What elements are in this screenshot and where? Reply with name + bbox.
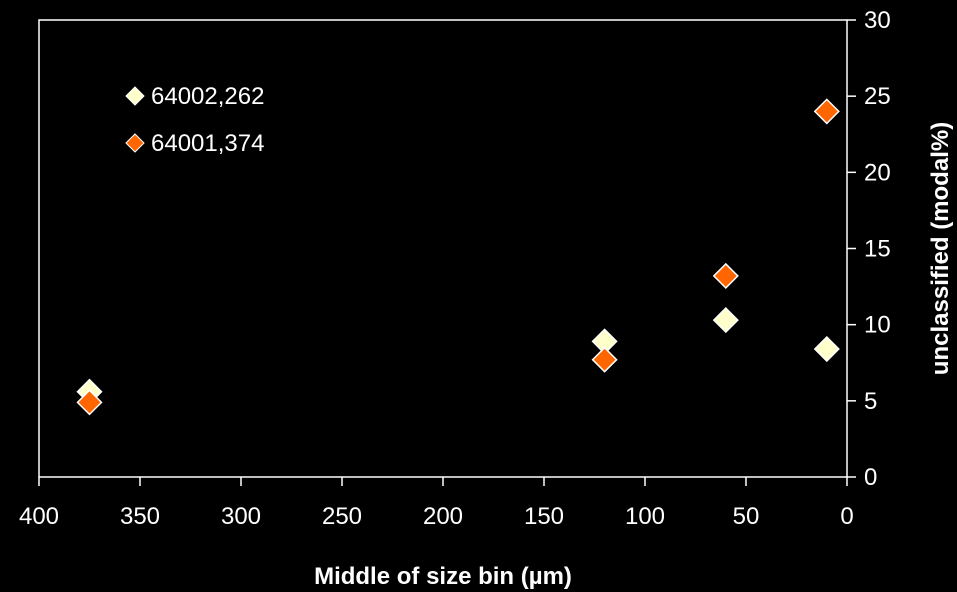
x-tick-label-8: 0: [840, 503, 853, 530]
x-tick-label-3: 250: [322, 503, 362, 530]
point-series-2-0: [76, 389, 103, 416]
y-tick-label-1: 5: [864, 388, 877, 415]
data-points: [76, 98, 840, 416]
x-tick-label-7: 50: [733, 503, 760, 530]
x-axis-title: Middle of size bin (µm): [314, 563, 572, 590]
point-series-2-2: [712, 262, 739, 289]
point-series-1-2: [712, 307, 739, 334]
x-tick-label-1: 350: [120, 503, 160, 530]
legend: 64002,262 64001,374: [125, 83, 264, 157]
x-tick-label-2: 300: [221, 503, 261, 530]
legend-label-series-1: 64002,262: [151, 83, 264, 110]
x-tick-label-6: 100: [625, 503, 665, 530]
y-tick-label-0: 0: [864, 464, 877, 491]
y-tick-label-6: 30: [864, 7, 891, 34]
y-tick-label-3: 15: [864, 236, 891, 263]
x-tick-label-4: 200: [423, 503, 463, 530]
y-axis-title: unclassified (modal%): [927, 122, 954, 375]
legend-marker-series-1: [125, 86, 145, 106]
y-axis: 0 5 10 15 20 25 30: [847, 7, 891, 491]
legend-label-series-2: 64001,374: [151, 130, 264, 157]
x-tick-label-0: 400: [19, 503, 59, 530]
y-tick-label-2: 10: [864, 312, 891, 339]
point-series-1-3: [813, 335, 840, 363]
point-series-2-1: [591, 346, 618, 373]
x-axis: 400 350 300 250 200 150 100 50 0: [19, 477, 854, 530]
plot-area: [38, 19, 848, 478]
legend-marker-series-2: [125, 133, 145, 153]
x-tick-label-5: 150: [524, 503, 564, 530]
y-tick-label-4: 20: [864, 159, 891, 186]
y-tick-label-5: 25: [864, 83, 891, 110]
point-series-2-3: [813, 98, 840, 125]
